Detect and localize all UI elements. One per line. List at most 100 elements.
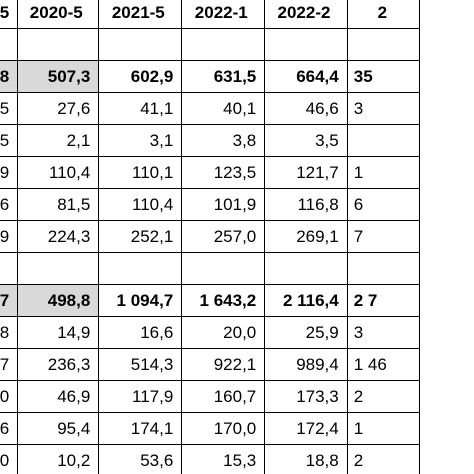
table-cell: 46,9 xyxy=(17,380,100,413)
table-cell: 1,7 xyxy=(0,348,19,381)
table-cell: 1,8 xyxy=(0,316,19,349)
table-cell xyxy=(346,252,421,285)
table-cell xyxy=(98,28,183,61)
spacer-row xyxy=(0,252,421,285)
table-cell xyxy=(346,28,421,61)
table-cell: 3,6 xyxy=(0,188,19,221)
table-cell: 252,1 xyxy=(98,220,183,253)
table-cell: 172,4 xyxy=(264,412,348,445)
table-cell: 6,5 xyxy=(0,92,19,125)
table-cell: 4,6 xyxy=(0,412,19,445)
table-cell xyxy=(346,124,421,157)
table-cell: 16,6 xyxy=(98,316,183,349)
table-cell: 1 xyxy=(346,156,421,189)
data-row: 6,527,641,140,146,63 xyxy=(0,92,421,125)
table-cell: 989,4 xyxy=(264,348,348,381)
table-cell: 41,1 xyxy=(98,92,183,125)
table-cell: 18,8 xyxy=(264,444,348,474)
table-cell: 2 116,4 xyxy=(264,284,348,317)
table-cell: 40,1 xyxy=(181,92,266,125)
table-cell xyxy=(181,28,266,61)
table-cell: 3,5 xyxy=(264,124,348,157)
table-cell: 41,7 xyxy=(0,284,19,317)
table-cell: 110,1 xyxy=(98,156,183,189)
table-cell: 514,3 xyxy=(98,348,183,381)
table-cell: 173,3 xyxy=(264,380,348,413)
table-cell: 15,3 xyxy=(181,444,266,474)
table-cell: 631,5 xyxy=(181,60,266,93)
table-cell: 123,5 xyxy=(181,156,266,189)
table-cell: 2 7 xyxy=(346,284,421,317)
table-cell: 2020-5 xyxy=(17,0,100,29)
table-cell xyxy=(17,252,100,285)
table-cell: 3 xyxy=(346,316,421,349)
table-cell xyxy=(264,28,348,61)
table-cell: 116,8 xyxy=(264,188,348,221)
table-cell: 2 xyxy=(346,444,421,474)
table-cell: 7 xyxy=(346,220,421,253)
table-cell: 2 xyxy=(346,0,421,29)
table-cell: 236,3 xyxy=(17,348,100,381)
table-cell: 101,9 xyxy=(181,188,266,221)
table-cell: 8,9 xyxy=(0,156,19,189)
table-cell: 6 xyxy=(346,188,421,221)
table-cell: 81,5 xyxy=(17,188,100,221)
table-cell: 498,8 xyxy=(17,284,100,317)
table-cell: 14,9 xyxy=(17,316,100,349)
table-cell: 110,4 xyxy=(17,156,100,189)
table-cell: 160,7 xyxy=(181,380,266,413)
data-row: 3,52,13,13,83,5 xyxy=(0,124,421,157)
table-cell: 602,9 xyxy=(98,60,183,93)
table-cell: 9-5 xyxy=(0,0,19,29)
table-cell: 27,6 xyxy=(17,92,100,125)
table-cell: 1 46 xyxy=(346,348,421,381)
table-cell: 110,4 xyxy=(98,188,183,221)
table-cell: 25,9 xyxy=(264,316,348,349)
table-cell: 95,4 xyxy=(17,412,100,445)
table-cell: 3,8 xyxy=(181,124,266,157)
table-cell: 3,5 xyxy=(0,124,19,157)
table-cell: 53,6 xyxy=(98,444,183,474)
table-cell: 257,0 xyxy=(181,220,266,253)
table-cell xyxy=(17,28,100,61)
table-cell: 224,3 xyxy=(17,220,100,253)
spacer-row xyxy=(0,28,421,61)
table-cell: 1 xyxy=(346,412,421,445)
table-cell: 8,8 xyxy=(0,60,19,93)
table-cell xyxy=(264,252,348,285)
table-cell: 922,1 xyxy=(181,348,266,381)
table-cell: 10,2 xyxy=(17,444,100,474)
table-cell: 20,0 xyxy=(181,316,266,349)
table-cell: 117,9 xyxy=(98,380,183,413)
table-cell: 664,4 xyxy=(264,60,348,93)
table-cell: 1 643,2 xyxy=(181,284,266,317)
table-cell: 121,7 xyxy=(264,156,348,189)
table-cell: 3,1 xyxy=(98,124,183,157)
table-cell xyxy=(181,252,266,285)
table-cell: 46,6 xyxy=(264,92,348,125)
table-cell: 3 xyxy=(346,92,421,125)
table-cell: 2022-1 xyxy=(181,0,266,29)
table-cell: 269,1 xyxy=(264,220,348,253)
table-cell: 2021-5 xyxy=(98,0,183,29)
table-cell: 2022-2 xyxy=(264,0,348,29)
table-cell: 174,1 xyxy=(98,412,183,445)
table-cell: 2,1 xyxy=(17,124,100,157)
table-cell xyxy=(0,252,19,285)
table-cell: 4,9 xyxy=(0,220,19,253)
data-table: 9-52020-52021-52022-12022-228,8507,3602,… xyxy=(0,0,421,474)
table-cell xyxy=(0,28,19,61)
table-cell: 35 xyxy=(346,60,421,93)
table-cell: 170,0 xyxy=(181,412,266,445)
table-cell: 5,0 xyxy=(0,380,19,413)
